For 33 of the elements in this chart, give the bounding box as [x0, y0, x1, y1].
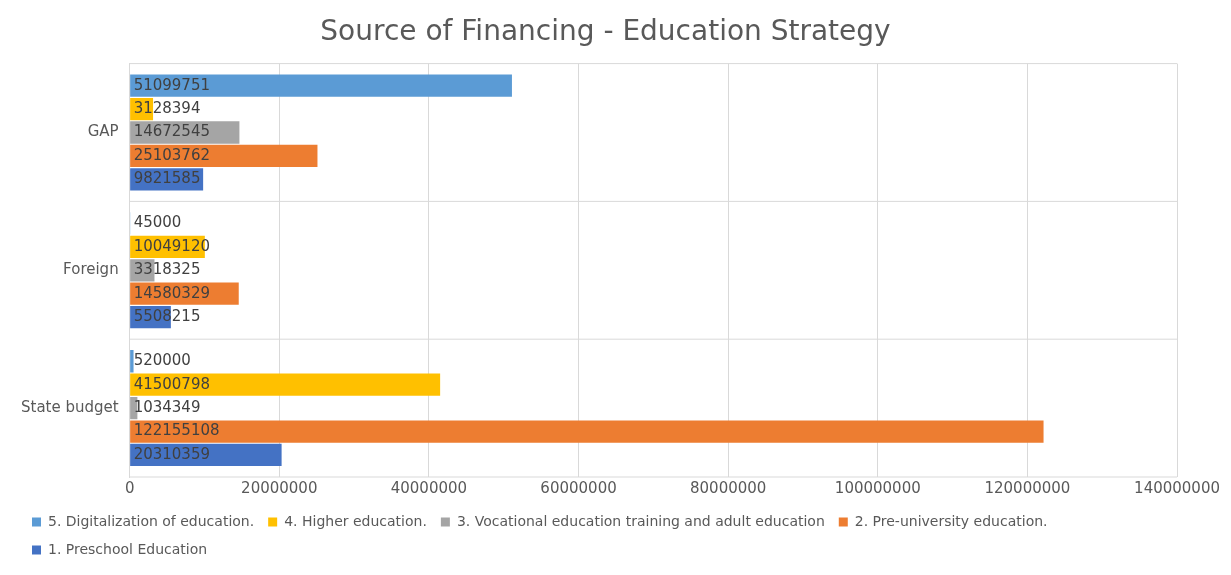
- x-tick-label: 140000000: [1134, 478, 1221, 497]
- data-label: 51099751: [133, 75, 211, 94]
- data-label: 1034349: [133, 397, 201, 416]
- data-label: 25103762: [133, 145, 211, 164]
- data-label: 14672545: [133, 122, 211, 141]
- bar: [130, 350, 134, 373]
- x-tick-label: 40000000: [390, 478, 468, 497]
- data-label: 14580329: [133, 283, 211, 302]
- x-tick-label: 80000000: [689, 478, 767, 497]
- legend-label: 4. Higher education.: [284, 512, 427, 529]
- legend-label: 2. Pre-university education.: [854, 512, 1048, 529]
- data-label: 9821585: [133, 169, 201, 188]
- bar: [130, 420, 1044, 443]
- x-tick-label: 20000000: [241, 478, 318, 497]
- y-tick-label: Foreign: [63, 260, 119, 279]
- y-tick-label: State budget: [21, 397, 119, 416]
- data-label: 41500798: [133, 374, 211, 393]
- legend-label: 3. Vocational education training and adult education: [456, 512, 825, 529]
- x-tick-label: 120000000: [984, 478, 1071, 497]
- bar: [130, 74, 512, 97]
- x-tick-label: 60000000: [540, 478, 617, 497]
- chart-title: Source of Financing - Education Strategy: [320, 14, 891, 48]
- legend-label: 1. Preschool Education: [48, 540, 208, 557]
- x-tick-label: 100000000: [834, 478, 921, 497]
- x-tick-label: 0: [124, 478, 135, 497]
- data-label: 122155108: [133, 421, 220, 440]
- data-label: 45000: [133, 213, 182, 232]
- data-label: 3318325: [133, 260, 201, 279]
- data-label: 20310359: [133, 444, 211, 463]
- legend-label: 5. Digitalization of education.: [48, 512, 255, 529]
- y-tick-label: GAP: [87, 122, 119, 141]
- data-label: 520000: [133, 351, 191, 370]
- bar: [130, 373, 441, 396]
